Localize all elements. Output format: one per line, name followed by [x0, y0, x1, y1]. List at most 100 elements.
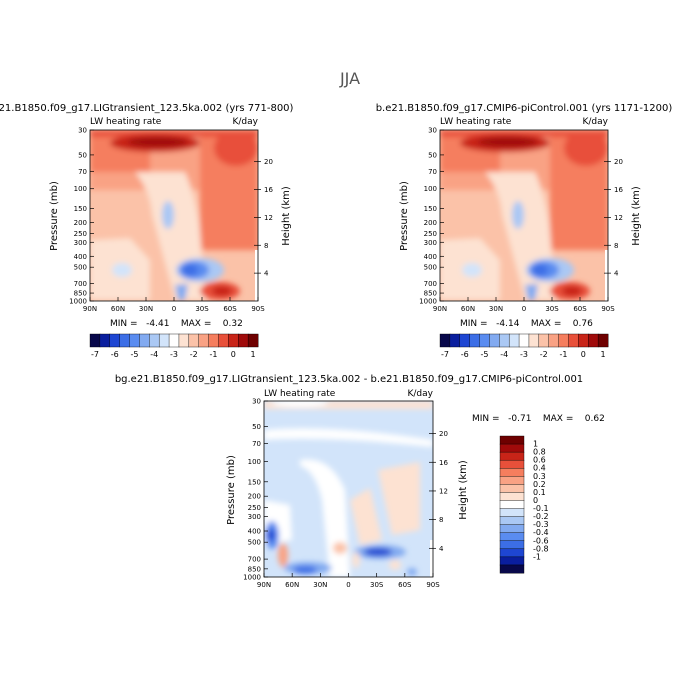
colorbar-swatch	[449, 333, 461, 348]
height-tick-label: 12	[614, 214, 623, 222]
colorbar-swatch	[89, 333, 101, 348]
colorbar-swatch	[499, 451, 525, 461]
y-tick-label: 500	[248, 539, 261, 547]
y-tick-label: 700	[248, 556, 261, 564]
colorbar: 10.80.60.40.30.20.10-0.1-0.2-0.3-0.4-0.6…	[499, 435, 549, 574]
y-tick-label: 70	[428, 168, 437, 176]
colorbar-swatch	[238, 333, 249, 348]
colorbar-swatch	[99, 333, 111, 348]
min-max-stats: MIN = -0.71 MAX = 0.62	[472, 414, 605, 424]
y-tick-label: 150	[248, 478, 261, 486]
colorbar-swatch	[439, 333, 451, 348]
colorbar-swatch	[459, 333, 471, 348]
colorbar-swatch	[479, 333, 490, 348]
colorbar-swatch	[558, 333, 569, 348]
colorbar-swatch	[119, 333, 130, 348]
min-max-stats: MIN = -4.41 MAX = 0.32	[110, 319, 243, 329]
y-tick-label: 300	[248, 513, 261, 521]
colorbar-label: -0.8	[533, 544, 549, 553]
colorbar-label: -4	[150, 350, 158, 359]
x-tick-label: 60S	[398, 581, 412, 589]
x-tick-label: 30S	[545, 305, 559, 313]
colorbar-label: 0.1	[533, 488, 546, 497]
panel-title: b.e21.B1850.f09_g17.CMIP6-piControl.001 …	[376, 103, 673, 114]
y-tick-label: 200	[424, 219, 437, 227]
y-tick-label: 400	[74, 253, 87, 261]
colorbar-label: -0.2	[533, 512, 549, 521]
colorbar-label: -0.1	[533, 504, 549, 513]
colorbar-label: -0.4	[533, 528, 549, 537]
y-tick-label: 200	[248, 493, 261, 501]
colorbar-swatch	[469, 333, 480, 348]
height-tick-label: 12	[264, 214, 273, 222]
x-tick-label: 30N	[139, 305, 153, 313]
colorbar-swatch	[597, 333, 609, 348]
x-tick-label: 0	[522, 305, 526, 313]
colorbar-swatch	[499, 443, 525, 453]
colorbar-label: 0	[581, 350, 586, 359]
y-tick-label: 850	[74, 290, 87, 298]
colorbar-swatch	[499, 492, 525, 501]
y-tick-label: 150	[74, 205, 87, 213]
height-axis-label: Height (km)	[458, 460, 469, 520]
x-tick-label: 30N	[313, 581, 327, 589]
colorbar-swatch	[499, 459, 525, 469]
colorbar-swatch	[578, 333, 589, 348]
colorbar-label: -2	[190, 350, 198, 359]
panel-title: bg.e21.B1850.f09_g17.LIGtransient_123.5k…	[0, 103, 294, 114]
colorbar-swatch	[499, 468, 525, 477]
height-tick-label: 8	[264, 242, 268, 250]
colorbar-label: 1	[601, 350, 606, 359]
x-tick-label: 30N	[489, 305, 503, 313]
units-label: K/day	[233, 117, 259, 127]
y-tick-label: 1000	[69, 298, 87, 306]
height-tick-label: 16	[439, 459, 448, 467]
y-tick-label: 250	[424, 230, 437, 238]
colorbar-swatch	[499, 524, 525, 534]
height-axis-label: Height (km)	[281, 186, 292, 246]
colorbar-swatch	[508, 333, 520, 348]
colorbar-swatch	[499, 476, 525, 485]
x-tick-label: 60S	[573, 305, 587, 313]
colorbar-label: -2	[540, 350, 548, 359]
x-tick-label: 90N	[83, 305, 97, 313]
y-tick-label: 300	[74, 239, 87, 247]
height-tick-label: 8	[614, 242, 618, 250]
field-label: LW heating rate	[90, 117, 162, 127]
y-tick-label: 850	[248, 565, 261, 573]
contour-field	[440, 130, 608, 301]
colorbar: -7 -6 -5 -4 -3 -2 -1 0 1	[439, 333, 609, 359]
colorbar-swatch	[198, 333, 209, 348]
colorbar-swatch	[588, 333, 599, 348]
height-tick-label: 4	[614, 270, 619, 278]
x-tick-label: 60N	[111, 305, 125, 313]
height-tick-label: 20	[614, 158, 623, 166]
colorbar-label: -0.6	[533, 536, 549, 545]
y-tick-label: 1000	[243, 574, 261, 582]
colorbar-label: -3	[520, 350, 528, 359]
y-tick-label: 200	[74, 219, 87, 227]
y-tick-label: 850	[424, 290, 437, 298]
y-tick-label: 400	[248, 528, 261, 536]
x-tick-label: 60N	[285, 581, 299, 589]
y-tick-label: 30	[428, 127, 437, 135]
y-tick-label: 700	[74, 280, 87, 288]
height-tick-label: 4	[439, 545, 444, 553]
colorbar-label: 1	[251, 350, 256, 359]
panel-picontrol: b.e21.B1850.f09_g17.CMIP6-piControl.001 …	[376, 103, 673, 359]
colorbar-label: 0	[533, 496, 538, 505]
colorbar-label: 0.2	[533, 480, 546, 489]
colorbar-swatch	[158, 333, 170, 348]
x-tick-label: 90S	[601, 305, 615, 313]
colorbar-label: 0.6	[533, 456, 546, 465]
colorbar-label: -5	[480, 350, 488, 359]
colorbar-swatch	[247, 333, 259, 348]
y-tick-label: 50	[428, 151, 437, 159]
colorbar-swatch	[528, 333, 540, 348]
height-tick-label: 20	[439, 430, 448, 438]
colorbar-label: -0.3	[533, 520, 549, 529]
colorbar-swatch	[499, 333, 510, 348]
field-label: LW heating rate	[264, 389, 336, 399]
units-label: K/day	[583, 117, 609, 127]
colorbar-label: -6	[461, 350, 469, 359]
